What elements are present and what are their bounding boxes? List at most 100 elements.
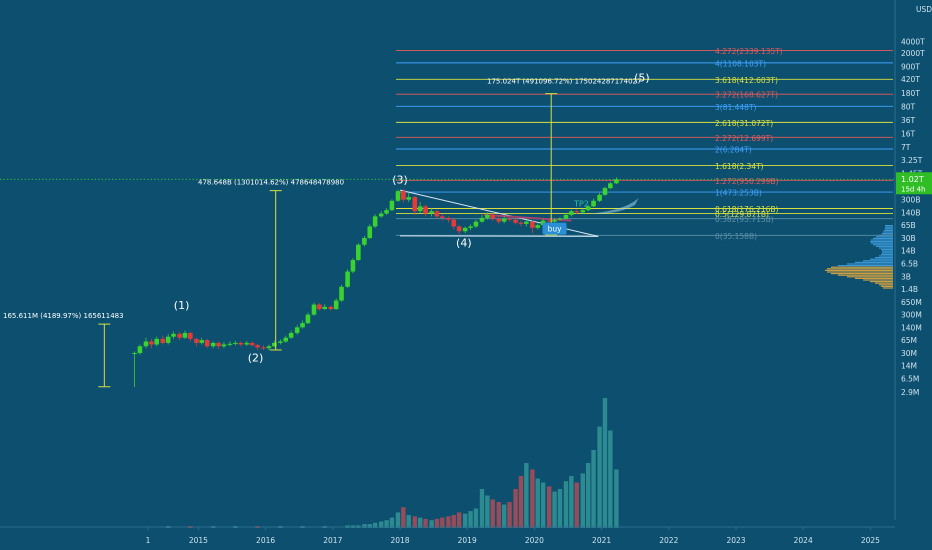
volume-bar: [591, 450, 596, 528]
x-tick-label: 2020: [525, 536, 544, 545]
y-tick-label: 650M: [901, 298, 922, 307]
candle-body: [412, 197, 418, 212]
wave-label: (4): [456, 236, 472, 249]
volume-bar: [557, 489, 563, 528]
candle-body: [182, 332, 188, 338]
volume-profile-bar: [847, 276, 893, 278]
volume-bar: [479, 489, 485, 528]
candle-body: [585, 206, 591, 211]
volume-bar: [535, 478, 540, 528]
fib-label: 1.618(2.34T): [715, 162, 764, 171]
volume-bar: [518, 476, 524, 528]
measure-label: 175.024T (491096.72%) 175024287174027: [487, 78, 641, 86]
x-tick-label: 2019: [458, 536, 477, 545]
candle-body: [328, 306, 334, 310]
candles: [132, 177, 619, 387]
x-tick-label: 2024: [794, 536, 813, 545]
y-tick-label: 140M: [901, 323, 922, 332]
candle-body: [300, 323, 305, 328]
candle-body: [456, 226, 462, 232]
fib-label: 1.272(956.299B): [715, 177, 779, 186]
volume-bar: [546, 486, 552, 528]
volume-bar: [429, 520, 434, 528]
volume-profile-bar: [871, 239, 893, 241]
fib-label: 3.272(168.627T): [715, 91, 778, 100]
x-axis[interactable]: 1 2015 2016 2017 2018 2019 2020 2021 2022 2023 202…: [0, 526, 895, 545]
y-tick-label: 2000T: [901, 49, 925, 58]
measure-label: 478.648B (1301014.62%) 478648478980: [198, 179, 344, 187]
volume-bar: [608, 430, 613, 528]
volume-profile-bar: [855, 277, 893, 279]
volume-bar: [395, 512, 401, 528]
volume-profile-bar: [871, 242, 893, 244]
candle-body: [614, 179, 619, 184]
wave-label: (3): [392, 173, 408, 186]
candle-body: [580, 210, 586, 213]
candle-body: [339, 286, 344, 301]
candle-body: [160, 338, 166, 343]
candle-body: [261, 347, 266, 349]
candle-body: [238, 342, 244, 345]
volume-bar: [389, 517, 395, 528]
candle-body: [165, 336, 171, 343]
candle-body: [362, 237, 367, 245]
volume-profile-bar: [884, 229, 893, 231]
current-price-countdown: 15d 4h: [901, 185, 925, 193]
volume-bar: [412, 516, 417, 528]
measure-label: 165.611M (4189.97%) 165611483: [3, 312, 124, 320]
volume-bar: [602, 398, 608, 528]
x-tick-label: 1: [146, 536, 151, 545]
volume-bar: [362, 524, 367, 528]
candle-body: [513, 219, 518, 223]
y-tick-label: 6.5M: [901, 374, 919, 383]
x-tick-label: 2021: [592, 536, 611, 545]
candle-body: [524, 221, 529, 224]
volume-bar: [468, 511, 473, 528]
candle-body: [272, 342, 277, 347]
volume-profile-bar: [883, 287, 893, 289]
candle-body: [563, 214, 569, 219]
volume-profile-bar: [831, 266, 893, 268]
wave-label: (5): [634, 72, 650, 85]
x-tick-label: 2022: [659, 536, 678, 545]
volume-profile-bar: [838, 274, 893, 276]
candle-body: [227, 343, 233, 345]
volume-profile-bar: [876, 236, 893, 238]
volume-bar: [434, 518, 440, 528]
candle-body: [496, 218, 502, 222]
x-tick-label: 2025: [861, 536, 880, 545]
volume-bar: [473, 508, 479, 528]
candle-body: [154, 338, 160, 345]
candle-body: [199, 340, 205, 343]
current-price-badge: [896, 172, 932, 195]
candle-body: [401, 191, 406, 200]
volume-profile-bar: [885, 225, 893, 227]
fib-label: 0.618(176.216B): [715, 205, 779, 214]
y-tick-label: 140B: [901, 208, 920, 217]
y-tick-label: 80T: [901, 103, 916, 112]
candle-body: [501, 218, 507, 222]
annotations: TP2 buy: [542, 199, 589, 235]
candle-body: [372, 216, 378, 227]
fib-label: 0(35.158B): [715, 232, 757, 241]
volume-bar: [451, 515, 456, 528]
y-tick-label: 3.25T: [901, 156, 923, 165]
candle-body: [485, 214, 490, 218]
candle-body: [249, 342, 255, 346]
volume-bar: [507, 502, 512, 528]
candle-body: [233, 342, 238, 344]
y-tick-label: 30M: [901, 349, 917, 358]
volume-bar: [569, 476, 574, 528]
volume-profile-bar: [831, 273, 893, 275]
y-tick-label: 900T: [901, 62, 920, 71]
volume-bar: [580, 473, 585, 528]
volume-bar: [406, 515, 411, 528]
fib-levels: 4.272(2339.135T) 4(1108.103T) 3.618(412.60…: [396, 47, 893, 241]
candle-body: [322, 306, 328, 310]
volume-profile-bar: [876, 245, 893, 247]
candle-body: [210, 342, 216, 347]
volume-bar: [490, 499, 495, 528]
projection-arrow: [591, 198, 639, 214]
